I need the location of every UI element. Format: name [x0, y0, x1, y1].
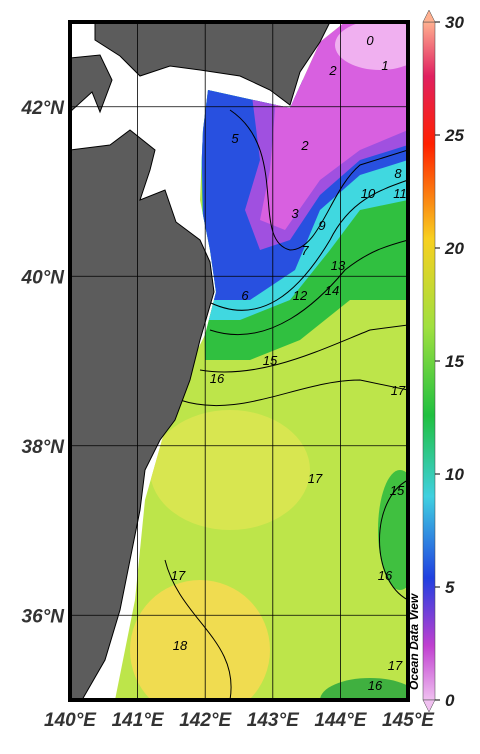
watermark: Ocean Data View [407, 593, 421, 690]
x-tick-label: 143°E [247, 710, 300, 731]
contour-label: 17 [388, 658, 403, 673]
x-tick-label: 144°E [314, 710, 367, 731]
contour-label: 16 [378, 568, 393, 583]
x-tick-label: 145°E [382, 710, 435, 731]
contour-label: 12 [293, 288, 308, 303]
colorbar-label: 25 [444, 126, 464, 145]
contour-label: 15 [390, 483, 405, 498]
contour-label: 13 [331, 258, 346, 273]
contour-label: 16 [368, 678, 383, 693]
contour-label: 17 [308, 471, 323, 486]
y-tick-label: 40°N [21, 267, 66, 288]
contour-label: 2 [328, 63, 337, 78]
contour-label: 17 [171, 568, 186, 583]
x-tick-label: 142°E [179, 710, 232, 731]
contour-label: 14 [325, 283, 339, 298]
contour-label: 8 [394, 166, 402, 181]
colorbar-label: 20 [444, 239, 464, 258]
colorbar [422, 21, 436, 701]
contour-label: 18 [173, 638, 188, 653]
contour-label: 9 [318, 218, 325, 233]
map-frame [68, 20, 410, 702]
x-tick-label: 141°E [112, 710, 165, 731]
y-tick-label: 38°N [22, 437, 66, 458]
colorbar-max-arrow [422, 9, 436, 23]
land [70, 22, 331, 700]
contour-label: 15 [263, 353, 278, 368]
contour-label: 5 [231, 131, 239, 146]
map-area [70, 22, 408, 700]
colorbar-min-arrow [422, 699, 436, 713]
contour-label: 11 [393, 186, 407, 201]
colorbar-label: 10 [445, 465, 464, 484]
contour-label: 7 [301, 243, 309, 258]
y-tick-label: 42°N [21, 98, 66, 119]
colorbar-label: 5 [445, 578, 455, 597]
y-tick-label: 36°N [22, 606, 66, 627]
contour-label: 16 [210, 371, 225, 386]
temperature-field [115, 22, 408, 700]
contour-label: 10 [361, 186, 376, 201]
contour-label: 1 [381, 58, 388, 73]
contour-label: 3 [291, 206, 299, 221]
x-tick-label: 140°E [44, 710, 97, 731]
contour-label: 2 [300, 138, 309, 153]
colorbar-label: 0 [445, 691, 455, 710]
contour-label: 0 [366, 33, 374, 48]
contour-lines [164, 109, 408, 700]
colorbar-label: 30 [445, 13, 464, 32]
contour-label: 6 [241, 288, 249, 303]
contour-label: 17 [391, 383, 406, 398]
colorbar-label: 15 [445, 352, 464, 371]
